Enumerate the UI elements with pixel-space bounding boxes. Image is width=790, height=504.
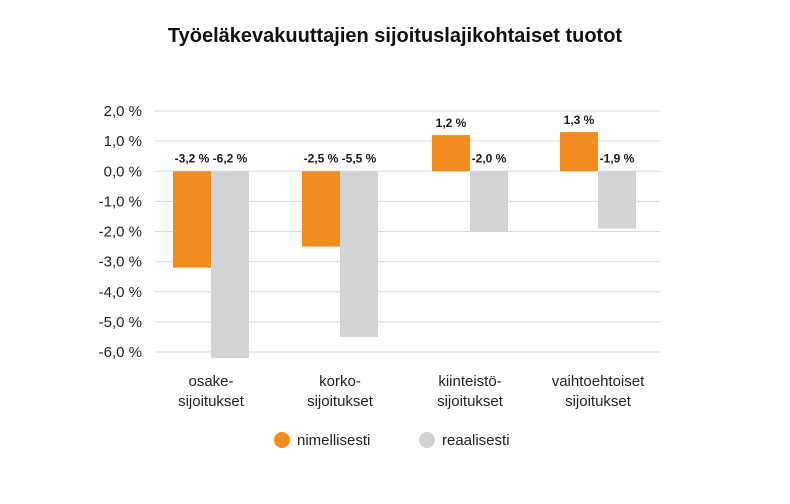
chart-title: Työeläkevakuuttajien sijoituslajikohtais… [168, 25, 623, 47]
bar-reaalisesti [340, 171, 378, 337]
y-tick-label: 1,0 % [104, 133, 142, 150]
bar-nimellisesti [173, 171, 211, 268]
data-label: -3,2 % [175, 151, 210, 165]
x-axis: osake-sijoitukset korko-sijoitukset kiinte… [178, 373, 645, 410]
bar-nimellisesti [302, 171, 340, 247]
bar-reaalisesti [211, 171, 249, 359]
category-label: sijoitukset [178, 393, 245, 410]
category-label: kiinteistö- [438, 373, 501, 390]
category-label: sijoitukset [565, 393, 632, 410]
legend: nimellisesti reaalisesti [274, 432, 510, 449]
data-label: 1,2 % [436, 116, 467, 130]
category-label: korko- [319, 373, 361, 390]
bar-nimellisesti [432, 135, 470, 172]
data-label: -6,2 % [213, 151, 248, 165]
y-tick-label: -3,0 % [99, 254, 142, 271]
data-label: -5,5 % [342, 151, 377, 165]
y-tick-label: 2,0 % [104, 103, 142, 120]
bars [173, 132, 636, 359]
y-tick-label: 0,0 % [104, 163, 142, 180]
legend-swatch [274, 432, 290, 448]
data-label: -2,0 % [472, 151, 507, 165]
y-tick-label: -6,0 % [99, 344, 142, 361]
y-tick-label: -5,0 % [99, 314, 142, 331]
category-label: sijoitukset [437, 393, 504, 410]
category-label: osake- [188, 373, 233, 390]
y-tick-label: -1,0 % [99, 193, 142, 210]
legend-label: nimellisesti [297, 432, 370, 449]
bar-reaalisesti [470, 171, 508, 232]
data-label: 1,3 % [564, 113, 595, 127]
y-tick-label: -2,0 % [99, 224, 142, 241]
category-label: sijoitukset [307, 393, 374, 410]
legend-swatch [419, 432, 435, 448]
data-label: -1,9 % [600, 151, 635, 165]
category-label: vaihtoehtoiset [552, 373, 645, 390]
data-labels: -3,2 % -6,2 % -2,5 % -5,5 % 1,2 % -2,0 % 1,3 %… [175, 113, 635, 165]
y-axis: 2,0 % 1,0 % 0,0 % -1,0 % -2,0 % -3,0 % -4,0 % -… [99, 103, 142, 361]
y-tick-label: -4,0 % [99, 284, 142, 301]
legend-label: reaalisesti [442, 432, 510, 449]
data-label: -2,5 % [304, 151, 339, 165]
bar-reaalisesti [598, 171, 636, 229]
bar-nimellisesti [560, 132, 598, 172]
